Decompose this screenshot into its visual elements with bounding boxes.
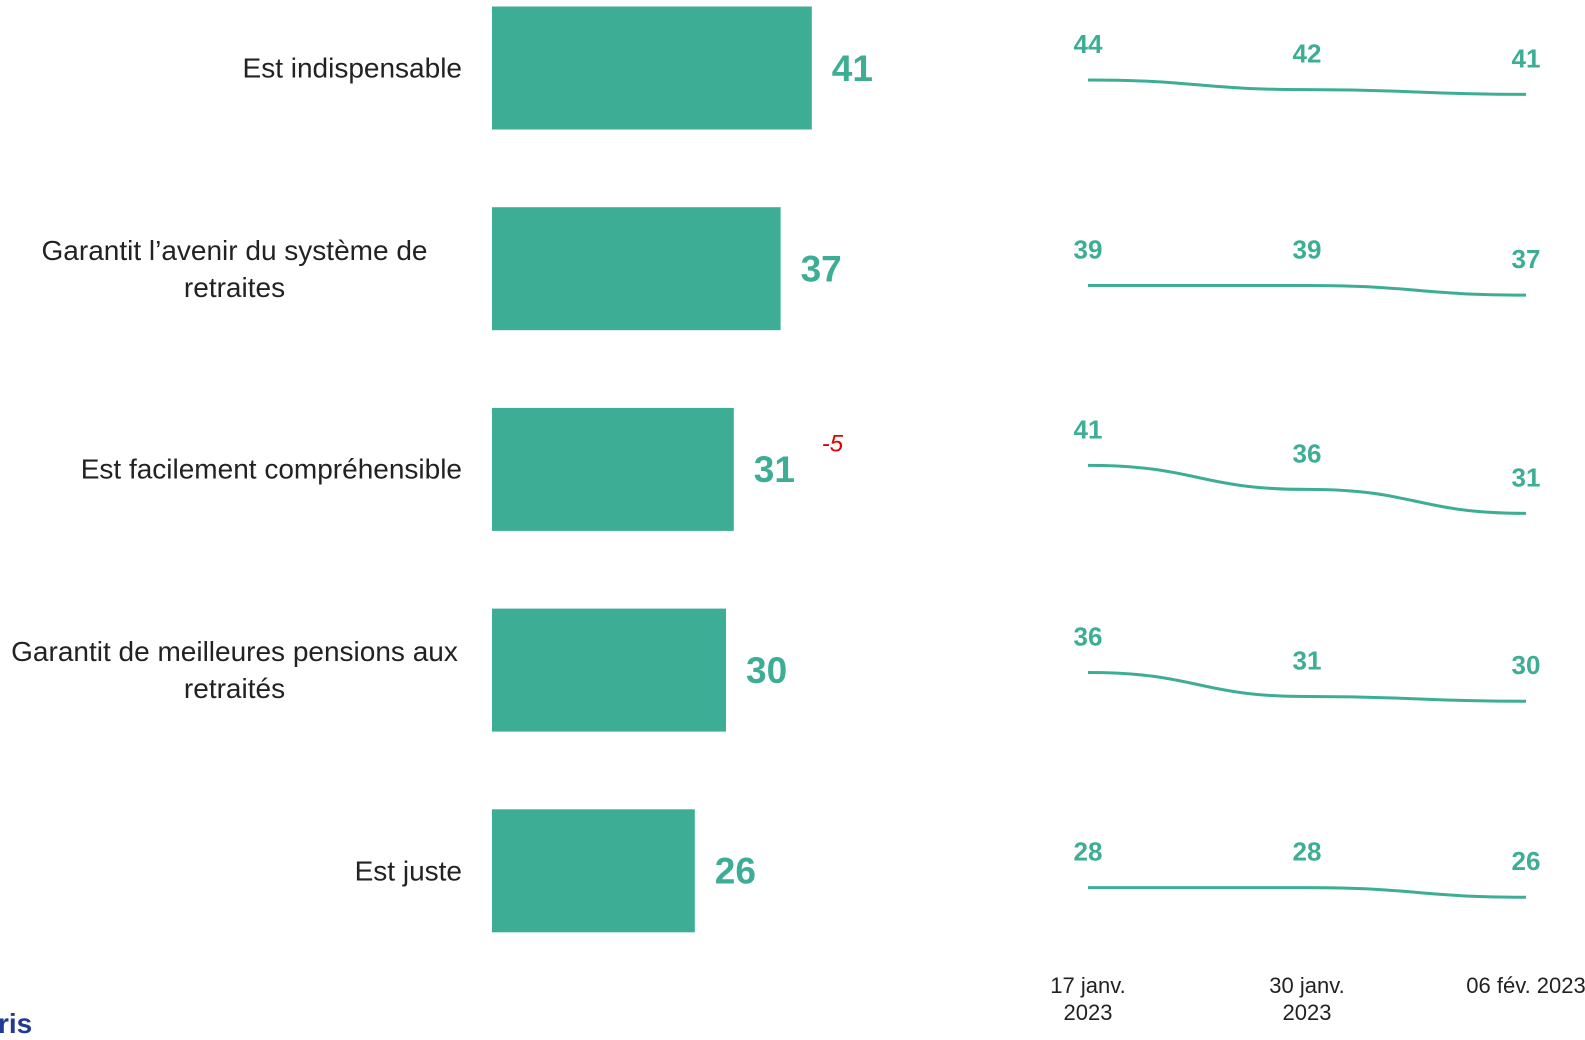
bar bbox=[492, 407, 734, 531]
value-label: 26 bbox=[715, 851, 756, 892]
annotation: -5 bbox=[822, 431, 844, 458]
category-label: Garantit l’avenir du système de retraite… bbox=[0, 232, 462, 306]
bar bbox=[492, 608, 726, 732]
line bbox=[1087, 283, 1527, 297]
category-label-text: Garantit l’avenir du système de retraite… bbox=[41, 234, 428, 303]
logo: ris bbox=[0, 1008, 33, 1039]
point-label: 28 bbox=[1074, 836, 1103, 866]
point-label: 31 bbox=[1293, 645, 1322, 675]
point-label: 36 bbox=[1074, 621, 1103, 651]
value-label: 41 bbox=[832, 48, 873, 89]
category-label: Est facilement compréhensible bbox=[0, 451, 462, 488]
point-label: 39 bbox=[1293, 234, 1322, 264]
bar bbox=[492, 207, 781, 331]
category-label: Garantit de meilleures pensions aux retr… bbox=[0, 633, 462, 707]
x-tick-label: 30 janv. 2023 bbox=[1269, 973, 1345, 1025]
category-label-text: Est juste bbox=[354, 855, 462, 887]
point-label: 42 bbox=[1293, 38, 1322, 68]
point-label: 26 bbox=[1512, 846, 1541, 876]
point-label: 37 bbox=[1512, 244, 1541, 274]
category-label-text: Est indispensable bbox=[242, 52, 462, 84]
point-label: 41 bbox=[1512, 43, 1541, 73]
point-label: 28 bbox=[1293, 836, 1322, 866]
bar bbox=[492, 809, 695, 933]
line bbox=[1087, 671, 1527, 703]
category-label-text: Est facilement compréhensible bbox=[80, 453, 462, 485]
point-label: 44 bbox=[1074, 29, 1103, 59]
x-tick-label: 17 janv. 2023 bbox=[1050, 973, 1126, 1025]
point-label: 31 bbox=[1512, 462, 1541, 492]
bar bbox=[492, 6, 812, 130]
line bbox=[1087, 463, 1527, 515]
x-tick-label: 06 fév. 2023 bbox=[1466, 973, 1585, 998]
value-label: 31 bbox=[754, 449, 795, 490]
point-label: 39 bbox=[1074, 234, 1103, 264]
category-label-text: Garantit de meilleures pensions aux retr… bbox=[11, 636, 458, 705]
line bbox=[1087, 78, 1527, 96]
point-label: 41 bbox=[1074, 414, 1103, 444]
line bbox=[1088, 886, 1527, 899]
category-label: Est juste bbox=[0, 852, 462, 889]
value-label: 30 bbox=[746, 650, 787, 691]
category-label: Est indispensable bbox=[0, 50, 462, 87]
point-label: 36 bbox=[1293, 438, 1322, 468]
point-label: 30 bbox=[1512, 650, 1541, 680]
value-label: 37 bbox=[801, 248, 842, 289]
